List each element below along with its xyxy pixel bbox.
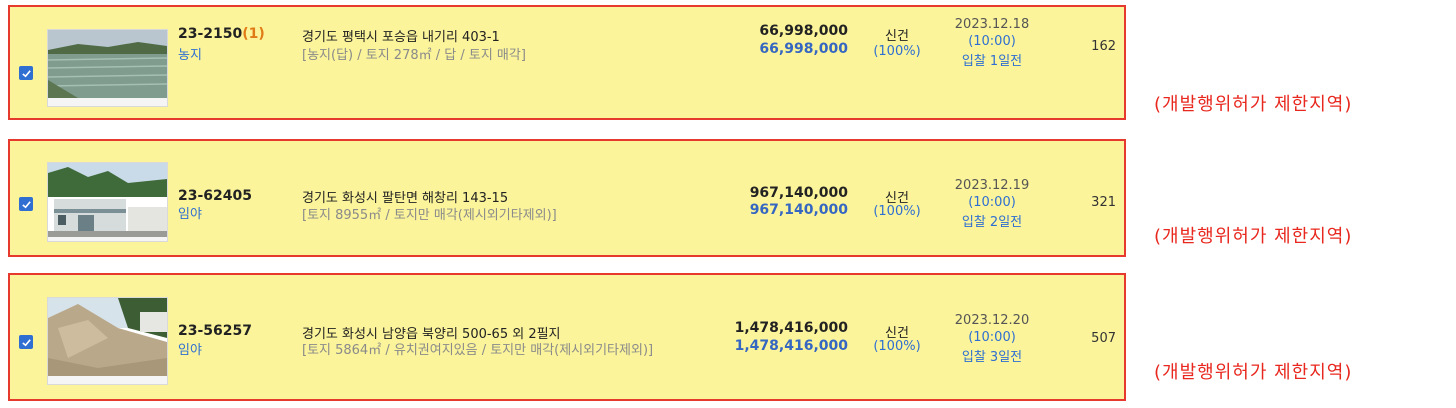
auction-date: 2023.12.19 bbox=[954, 178, 1030, 193]
property-address[interactable]: 경기도 평택시 포승읍 내기리 403-1 bbox=[302, 30, 500, 45]
days-until-bid: 입찰 3일전 bbox=[961, 350, 1023, 365]
dirt-slope-photo[interactable] bbox=[47, 297, 168, 385]
case-number[interactable]: 23-62405 bbox=[178, 188, 252, 204]
property-kind: 농지 bbox=[178, 48, 202, 63]
auction-status: 신건 bbox=[885, 29, 909, 44]
case-sub-number: (1) bbox=[242, 26, 265, 42]
property-kind: 임야 bbox=[178, 343, 202, 358]
property-detail: [토지 5864㎡ / 유치권여지있음 / 토지만 매각(제시외기타제외)] bbox=[302, 343, 654, 358]
row-checkbox-1[interactable] bbox=[19, 66, 33, 80]
minimum-price: 1,478,416,000 bbox=[734, 338, 848, 354]
property-address[interactable]: 경기도 화성시 남양읍 북양리 500-65 외 2필지 bbox=[302, 327, 561, 342]
auction-time: (10:00) bbox=[968, 195, 1016, 210]
check-icon bbox=[21, 200, 31, 208]
property-kind: 임야 bbox=[178, 207, 202, 222]
paddy-field-photo[interactable] bbox=[47, 29, 168, 107]
restriction-note: (개발행위허가 제한지역) bbox=[1154, 226, 1353, 247]
auction-date: 2023.12.20 bbox=[954, 313, 1030, 328]
case-number[interactable]: 23-2150(1) bbox=[178, 26, 265, 42]
days-until-bid: 입찰 2일전 bbox=[961, 215, 1023, 230]
view-count: 507 bbox=[1091, 331, 1116, 346]
view-count: 162 bbox=[1091, 39, 1116, 54]
appraisal-price: 967,140,000 bbox=[749, 185, 848, 201]
property-detail: [농지(답) / 토지 278㎡ / 답 / 토지 매각] bbox=[302, 48, 526, 63]
view-count: 321 bbox=[1091, 195, 1116, 210]
days-until-bid: 입찰 1일전 bbox=[961, 54, 1023, 69]
listing-row-2[interactable]: 23-62405 임야 경기도 화성시 팔탄면 해창리 143-15 [토지 8… bbox=[8, 139, 1126, 257]
auction-date: 2023.12.18 bbox=[954, 17, 1030, 32]
minimum-price: 66,998,000 bbox=[759, 41, 848, 57]
price-ratio: (100%) bbox=[873, 339, 921, 354]
auction-time: (10:00) bbox=[968, 330, 1016, 345]
row-checkbox-3[interactable] bbox=[19, 335, 33, 349]
listing-row-1[interactable]: 23-2150(1) 농지 경기도 평택시 포승읍 내기리 403-1 [농지(… bbox=[8, 5, 1126, 120]
row-checkbox-2[interactable] bbox=[19, 197, 33, 211]
auction-status: 신건 bbox=[885, 326, 909, 341]
check-icon bbox=[21, 69, 31, 77]
factory-building-photo[interactable] bbox=[47, 162, 168, 242]
property-detail: [토지 8955㎡ / 토지만 매각(제시외기타제외)] bbox=[302, 208, 557, 223]
restriction-note: (개발행위허가 제한지역) bbox=[1154, 362, 1353, 383]
restriction-note: (개발행위허가 제한지역) bbox=[1154, 94, 1353, 115]
check-icon bbox=[21, 338, 31, 346]
listing-row-3[interactable]: 23-56257 임야 경기도 화성시 남양읍 북양리 500-65 외 2필지… bbox=[8, 273, 1126, 401]
appraisal-price: 66,998,000 bbox=[759, 23, 848, 39]
auction-time: (10:00) bbox=[968, 34, 1016, 49]
auction-status: 신건 bbox=[885, 191, 909, 206]
price-ratio: (100%) bbox=[873, 204, 921, 219]
property-address[interactable]: 경기도 화성시 팔탄면 해창리 143-15 bbox=[302, 191, 509, 206]
price-ratio: (100%) bbox=[873, 44, 921, 59]
appraisal-price: 1,478,416,000 bbox=[734, 320, 848, 336]
minimum-price: 967,140,000 bbox=[749, 202, 848, 218]
case-number[interactable]: 23-56257 bbox=[178, 323, 252, 339]
